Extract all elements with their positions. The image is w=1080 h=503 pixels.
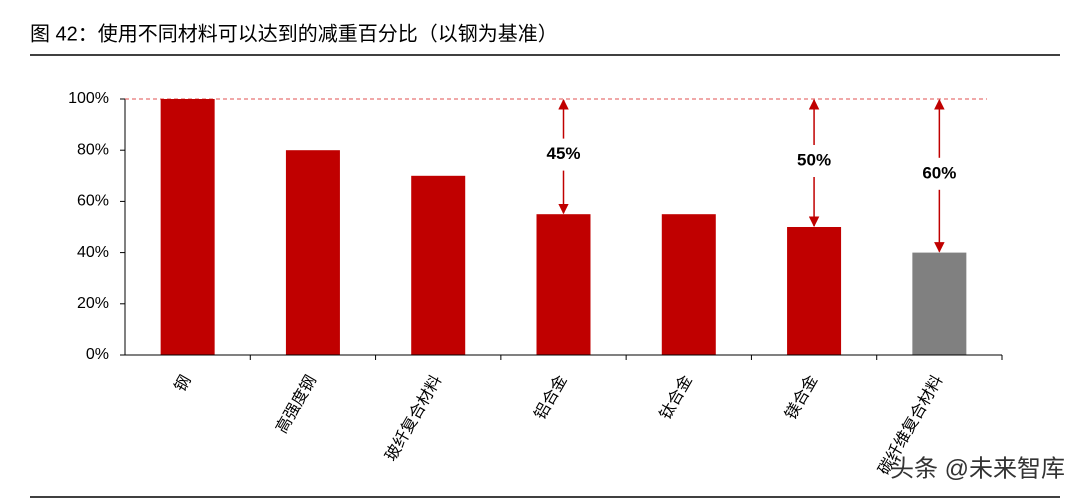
bar [536,214,591,355]
annotation-label: 60% [922,163,956,182]
watermark: 头条 @未来智库 [890,455,1065,482]
x-tick-label: 铝合金 [531,372,571,423]
y-tick-label: 40% [77,244,109,261]
y-tick-label: 20% [77,295,109,312]
bar [661,214,716,355]
x-tick-label: 玻纤复合材料 [382,372,446,464]
annotation-label: 45% [546,144,580,163]
y-tick-label: 0% [86,346,109,363]
bar [285,150,340,355]
x-tick-label: 钛合金 [656,372,696,423]
y-tick-label: 60% [77,193,109,210]
x-tick-label: 钢 [171,372,195,395]
bar [160,99,215,355]
y-tick-label: 100% [68,90,109,107]
bar [411,175,466,355]
x-tick-label: 镁合金 [782,372,822,423]
bar [787,227,842,355]
chart-title: 图 42：使用不同材料可以达到的减重百分比（以钢为基准） [30,22,558,45]
y-tick-label: 80% [77,141,109,158]
x-tick-label: 高强度钢 [272,372,320,436]
bar [912,252,967,355]
annotation-label: 50% [797,150,831,169]
